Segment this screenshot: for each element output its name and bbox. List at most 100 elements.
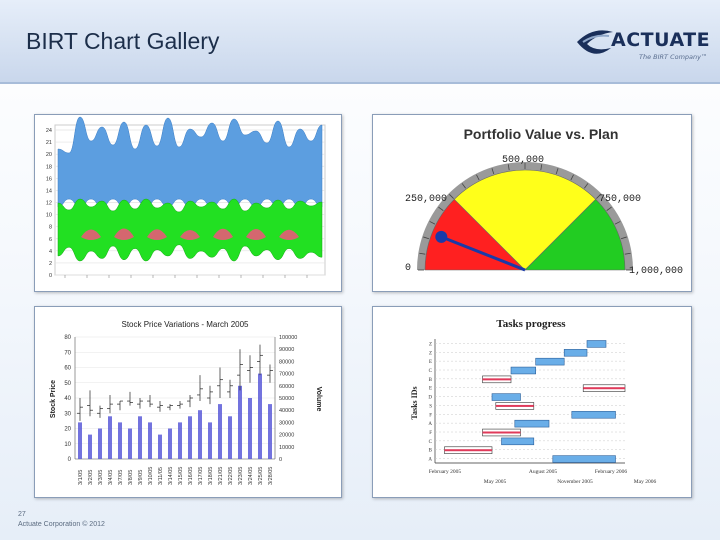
gauge-tick-label: 0 — [405, 263, 411, 274]
y-tick-label: 0 — [49, 273, 52, 279]
gauge-tick — [540, 164, 543, 171]
y-tick-label: 14 — [46, 188, 52, 194]
y-tick-label: 50 — [64, 381, 71, 387]
task-progress — [444, 449, 492, 452]
y-tick-label: 10 — [64, 442, 71, 448]
y-tick-label: 20 — [46, 152, 52, 158]
task-id-label: S — [429, 404, 432, 409]
x-tick-label: 3/21/05 — [218, 467, 224, 485]
gauge-tick — [596, 194, 601, 199]
y-tick-label: 10 — [46, 213, 52, 219]
x-tick-label: 3/18/05 — [208, 467, 214, 485]
gauge-tick — [606, 206, 612, 211]
gauge-tick — [419, 252, 426, 255]
gantt-ylabel: Tasks IDs — [410, 386, 419, 419]
task-id-label: E — [429, 387, 432, 392]
page-number: 27 — [18, 511, 26, 518]
y2-tick-label: 80000 — [279, 359, 294, 365]
y-tick-label: 20 — [64, 427, 71, 433]
task-bar — [535, 357, 565, 366]
y2-tick-label: 50000 — [279, 396, 294, 402]
task-id-label: F — [429, 413, 432, 418]
gauge-title: Portfolio Value vs. Plan — [464, 126, 619, 142]
volume-bar — [188, 416, 192, 459]
x-tick-label: 3/11/05 — [158, 467, 164, 485]
gauge-tick — [491, 168, 495, 175]
y2-tick-label: 70000 — [279, 372, 294, 378]
gauge-tick — [461, 183, 466, 189]
gauge-tick — [423, 236, 430, 240]
y-tick-label: 70 — [64, 350, 71, 356]
y2-tick-label: 0 — [279, 457, 282, 463]
gauge-tick — [555, 168, 559, 175]
task-id-label: Z — [429, 351, 432, 356]
x-tick-label: 3/10/05 — [148, 467, 154, 485]
actuate-logo: ACTUATE The BIRT Company™ — [575, 22, 715, 66]
x-tick-label: 3/2/05 — [88, 470, 94, 485]
series-red-area — [147, 229, 167, 240]
task-id-label: B — [429, 449, 433, 454]
x-tick-label: 3/23/05 — [238, 467, 244, 485]
task-bar — [571, 411, 616, 419]
volume-bar — [248, 398, 252, 459]
volume-bar — [128, 428, 132, 459]
gauge-needle — [440, 235, 526, 272]
y-tick-label: 2 — [49, 261, 52, 267]
stock-y2label: Volume — [315, 387, 322, 412]
gauge-tick — [449, 194, 454, 199]
task-progress — [583, 387, 625, 390]
gauge-tick — [614, 221, 621, 225]
gauge-tick — [584, 183, 589, 189]
stock-ylabel: Stock Price — [50, 380, 57, 418]
y-tick-label: 12 — [46, 201, 52, 207]
task-bar — [514, 419, 550, 428]
volume-bar — [158, 434, 162, 459]
gauge-tick-label: 750,000 — [599, 194, 641, 205]
gantt-title: Tasks progress — [496, 318, 566, 330]
gauge-tick-label: 1,000,000 — [629, 266, 683, 277]
gauge-band — [424, 198, 526, 271]
gauge-tick — [570, 174, 574, 181]
volume-bar — [138, 416, 142, 459]
series-red-area — [180, 230, 200, 240]
x-tick-label: May 2005 — [484, 479, 507, 485]
y-tick-label: 80 — [64, 335, 71, 341]
stock-chart-panel: Stock Price Variations - March 2005 Stock… — [34, 306, 342, 498]
x-tick-label: 3/4/05 — [108, 470, 114, 485]
header-divider — [0, 82, 720, 84]
task-bar — [510, 366, 537, 375]
gauge-band — [453, 169, 597, 271]
volume-bar — [268, 404, 272, 459]
gauge-tick — [624, 252, 631, 255]
gauge-needle-knob — [435, 230, 448, 243]
copyright-text: Actuate Corporation © 2012 — [18, 521, 105, 528]
gauge-tick — [438, 206, 444, 211]
task-id-label: C — [429, 440, 433, 445]
x-tick-label: February 2006 — [595, 469, 627, 475]
y2-tick-label: 90000 — [279, 347, 294, 353]
y-tick-label: 60 — [64, 366, 71, 372]
task-bar — [563, 349, 588, 357]
volume-bar — [238, 385, 242, 459]
x-tick-label: 3/17/05 — [198, 467, 204, 485]
y2-tick-label: 30000 — [279, 420, 294, 426]
task-bar — [501, 437, 535, 446]
x-tick-label: 3/28/05 — [268, 467, 274, 485]
volume-bar — [228, 416, 232, 459]
x-tick-label: 3/8/05 — [128, 470, 134, 485]
volume-bar — [118, 422, 122, 459]
gauge-tick-label: 500,000 — [502, 155, 544, 166]
x-tick-label: 3/3/05 — [98, 470, 104, 485]
x-tick-label: 3/22/05 — [228, 467, 234, 485]
task-id-label: D — [428, 396, 432, 401]
gauge-tick — [620, 236, 627, 240]
y-tick-label: 30 — [64, 411, 71, 417]
y-tick-label: 4 — [49, 249, 52, 255]
volume-bar — [218, 404, 222, 459]
task-id-label: F — [429, 431, 432, 436]
x-tick-label: February 2005 — [429, 469, 461, 475]
stock-chart: Stock Price Variations - March 2005 Stock… — [50, 320, 322, 485]
